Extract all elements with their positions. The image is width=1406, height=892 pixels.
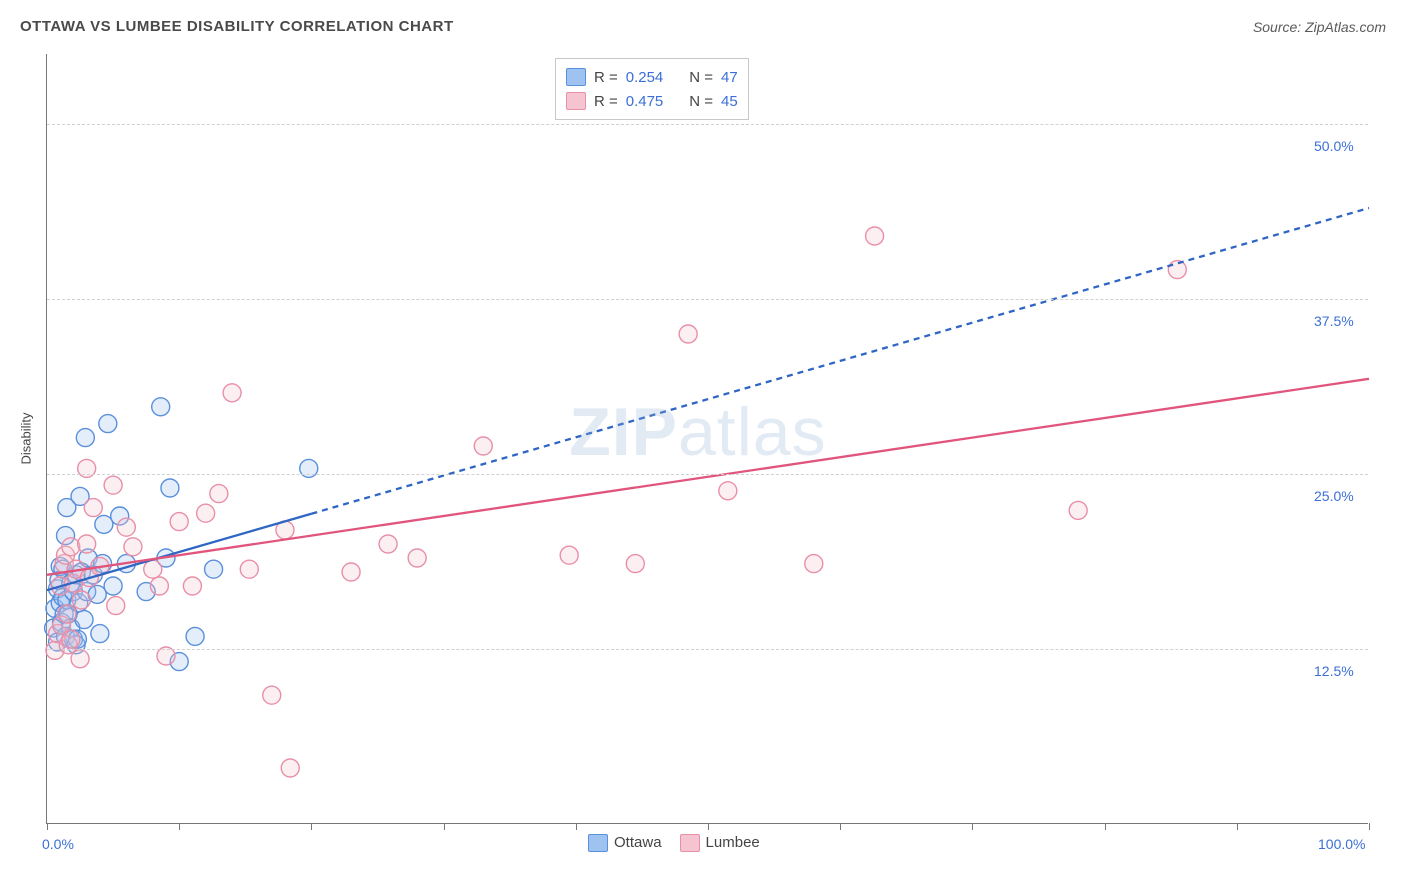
stats-legend: R = 0.254 N = 47 R = 0.475 N = 45: [555, 58, 749, 120]
grid-line: [47, 649, 1368, 650]
grid-line: [47, 299, 1368, 300]
series-legend: Ottawa Lumbee: [588, 834, 760, 852]
data-point: [197, 504, 215, 522]
legend-r-value: 0.254: [626, 69, 664, 86]
series-legend-item: Ottawa: [588, 834, 662, 852]
x-tick: [1105, 823, 1106, 830]
legend-n-value: 47: [721, 69, 738, 86]
data-point: [99, 415, 117, 433]
x-tick: [1369, 823, 1370, 830]
legend-swatch: [566, 92, 586, 110]
data-point: [379, 535, 397, 553]
y-axis-label: Disability: [19, 412, 34, 464]
data-point: [107, 597, 125, 615]
series-legend-label: Lumbee: [706, 834, 760, 851]
trend-line-extrapolated: [311, 208, 1369, 514]
data-point: [95, 515, 113, 533]
data-point: [150, 577, 168, 595]
data-point: [205, 560, 223, 578]
chart-title: OTTAWA VS LUMBEE DISABILITY CORRELATION …: [20, 18, 454, 35]
data-point: [183, 577, 201, 595]
grid-line: [47, 124, 1368, 125]
data-point: [71, 650, 89, 668]
data-point: [170, 513, 188, 531]
legend-r-label: R =: [594, 69, 618, 86]
data-point: [281, 759, 299, 777]
data-point: [62, 630, 80, 648]
data-point: [124, 538, 142, 556]
data-point: [58, 605, 76, 623]
data-point: [866, 227, 884, 245]
legend-r-label: R =: [594, 93, 618, 110]
legend-n-value: 45: [721, 93, 738, 110]
series-legend-label: Ottawa: [614, 834, 662, 851]
trend-line: [47, 379, 1369, 575]
data-point: [104, 476, 122, 494]
x-tick: [444, 823, 445, 830]
data-point: [1069, 501, 1087, 519]
data-point: [210, 485, 228, 503]
data-point: [152, 398, 170, 416]
data-point: [78, 535, 96, 553]
stats-legend-row: R = 0.475 N = 45: [566, 89, 738, 113]
data-point: [186, 627, 204, 645]
y-tick-label: 50.0%: [1314, 138, 1354, 154]
data-point: [805, 555, 823, 573]
chart-source: Source: ZipAtlas.com: [1253, 19, 1386, 35]
data-point: [474, 437, 492, 455]
data-point: [62, 538, 80, 556]
x-tick: [576, 823, 577, 830]
data-point: [117, 518, 135, 536]
legend-swatch: [566, 68, 586, 86]
grid-line: [47, 474, 1368, 475]
data-point: [679, 325, 697, 343]
y-tick-label: 25.0%: [1314, 488, 1354, 504]
x-tick-label: 100.0%: [1318, 836, 1365, 852]
series-legend-item: Lumbee: [680, 834, 760, 852]
data-point: [84, 499, 102, 517]
legend-n-label: N =: [689, 69, 713, 86]
x-tick: [179, 823, 180, 830]
data-point: [626, 555, 644, 573]
data-point: [144, 560, 162, 578]
data-point: [75, 611, 93, 629]
legend-r-value: 0.475: [626, 93, 664, 110]
x-tick: [708, 823, 709, 830]
data-point: [104, 577, 122, 595]
x-tick-label: 0.0%: [42, 836, 74, 852]
x-tick: [972, 823, 973, 830]
legend-swatch: [680, 834, 700, 852]
x-tick: [311, 823, 312, 830]
stats-legend-row: R = 0.254 N = 47: [566, 65, 738, 89]
x-tick: [840, 823, 841, 830]
chart-header: OTTAWA VS LUMBEE DISABILITY CORRELATION …: [20, 18, 1386, 35]
data-point: [91, 625, 109, 643]
data-point: [263, 686, 281, 704]
x-tick: [1237, 823, 1238, 830]
x-tick: [47, 823, 48, 830]
y-tick-label: 37.5%: [1314, 313, 1354, 329]
legend-n-label: N =: [689, 93, 713, 110]
data-point: [560, 546, 578, 564]
data-point: [719, 482, 737, 500]
data-point: [1168, 261, 1186, 279]
data-point: [223, 384, 241, 402]
legend-swatch: [588, 834, 608, 852]
data-point: [408, 549, 426, 567]
data-point: [342, 563, 360, 581]
data-point: [76, 429, 94, 447]
data-point: [72, 591, 90, 609]
data-point: [240, 560, 258, 578]
plot-area: ZIPatlas: [46, 54, 1368, 824]
data-point: [161, 479, 179, 497]
y-tick-label: 12.5%: [1314, 663, 1354, 679]
plot-svg: [47, 54, 1369, 824]
